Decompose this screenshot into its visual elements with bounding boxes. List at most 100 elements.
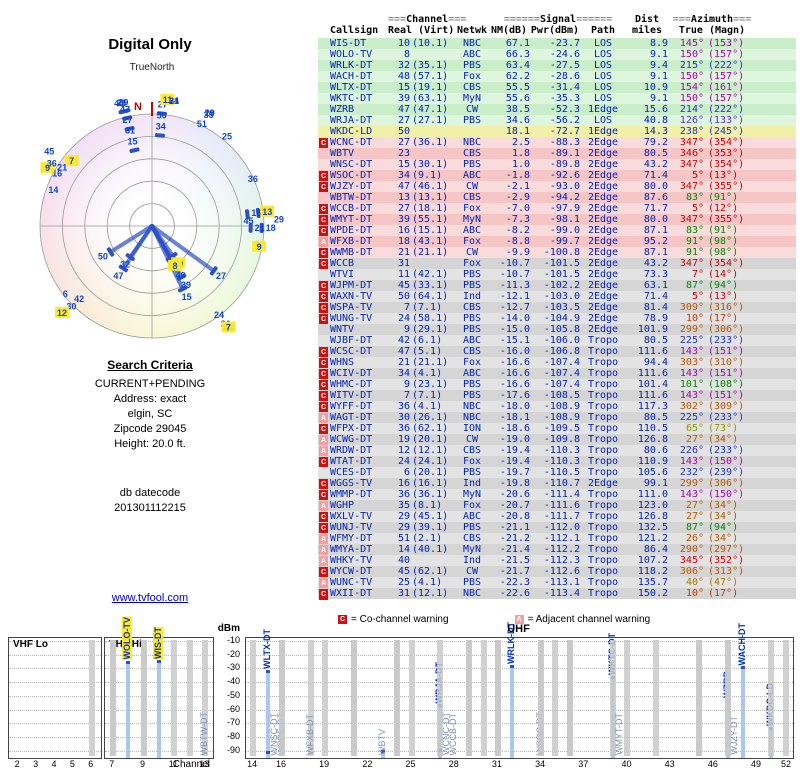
co-channel-warning-badge: C: [319, 292, 328, 303]
azimuth-true-cell: 91°: [685, 236, 704, 247]
radar-station-label: 18: [266, 223, 276, 233]
real-channel-cell: 48: [397, 71, 410, 82]
co-channel-warning-badge: C: [319, 424, 328, 435]
spectrum-gray-band: [552, 640, 559, 756]
table-row: C WCCB-DT 27 (18.1) Fox -7.0 -97.9 2Edge 71.7 5° (…: [318, 203, 796, 215]
radar-station-label: 7: [226, 322, 231, 332]
virtual-channel-cell: (23.1): [412, 379, 449, 390]
distance-cell: 111.6: [637, 390, 668, 401]
co-channel-warning-badge: C: [319, 314, 328, 325]
nm-db-cell: -21.1: [499, 522, 530, 533]
nm-db-cell: 63.4: [505, 60, 530, 71]
virtual-channel-cell: (62.1): [412, 423, 449, 434]
table-row: C WMMP-DT 36 (36.1) MyN -20.6 -111.4 Tropo 111.0…: [318, 489, 796, 501]
band-label: UHF: [507, 623, 530, 635]
callsign-cell: WXII-DT: [330, 588, 373, 599]
search-criteria-lines: CURRENT+PENDING Address: exact elgin, SC Zi…: [0, 377, 300, 452]
co-channel-warning-badge: C: [319, 391, 328, 402]
radar-station-marker: [156, 111, 167, 116]
adjacent-channel-warning-badge: A: [319, 545, 328, 556]
radar-station-label: 8: [173, 261, 178, 271]
virtual-channel-cell: (55.1): [412, 214, 449, 225]
nm-db-cell: -16.6: [499, 357, 530, 368]
radar-station-label: 50: [98, 252, 108, 262]
radar-station-label: 29: [205, 108, 215, 118]
x-axis-tick: 5: [69, 759, 75, 768]
azimuth-true-cell: 143°: [679, 368, 704, 379]
gridline: [246, 695, 793, 697]
azimuth-magn-cell: (13°): [708, 170, 739, 181]
tvfool-link[interactable]: www.tvfool.com: [111, 592, 189, 604]
table-row: C WAXN-TV 50 (64.1) Ind -12.1 -103.0 2Edge 71.4 5…: [318, 291, 796, 303]
network-cell: ABC: [462, 170, 482, 181]
azimuth-magn-cell: (222°): [708, 104, 745, 115]
azimuth-magn-cell: (94°): [708, 522, 739, 533]
nm-db-cell: -1.8: [505, 170, 530, 181]
azimuth-magn-cell: (352°): [708, 555, 745, 566]
spectrum-gray-band: [307, 640, 314, 756]
virtual-channel-cell: (43.1): [412, 236, 449, 247]
azimuth-true-cell: 83°: [685, 192, 704, 203]
co-channel-warning-badge: C: [319, 479, 328, 490]
radar-station-label: 21: [57, 163, 67, 173]
nm-db-cell: -8.8: [505, 236, 530, 247]
network-cell: Fox: [462, 258, 482, 269]
nm-db-cell: -19.7: [499, 467, 530, 478]
x-axis-tick: 37: [578, 759, 589, 768]
azimuth-true-cell: 299°: [679, 324, 704, 335]
network-cell: NBC: [462, 412, 482, 423]
azimuth-magn-cell: (245°): [708, 126, 745, 137]
path-cell: Tropo: [587, 368, 619, 379]
real-channel-cell: 12: [397, 445, 410, 456]
azimuth-magn-cell: (34°): [708, 500, 739, 511]
radar-spoke: [108, 224, 154, 254]
table-row: A WGHP 35 (8.1) Fox -20.7 -111.6 Tropo 123.0 27° (…: [318, 500, 796, 512]
azimuth-magn-cell: (150°): [708, 489, 745, 500]
table-row: C WCSC-DT 47 (5.1) CBS -16.0 -106.8 Tropo 111.6 1…: [318, 346, 796, 358]
azimuth-true-cell: 5°: [691, 291, 704, 302]
virtual-channel-cell: (39.1): [412, 522, 449, 533]
spectrum-gray-band: [480, 640, 487, 756]
real-channel-cell: 29: [397, 511, 410, 522]
azimuth-true-cell: 5°: [691, 170, 704, 181]
network-cell: PBS: [462, 280, 482, 291]
distance-cell: 78.9: [643, 313, 668, 324]
table-row: C WYFF-DT 36 (4.1) NBC -18.0 -108.9 Tropo 117.3 3…: [318, 401, 796, 413]
distance-cell: 126.8: [637, 434, 668, 445]
radar-station-marker: [122, 115, 133, 121]
callsign-cell: WBTV: [330, 148, 355, 159]
nm-db-cell: 34.6: [505, 115, 530, 126]
azimuth-magn-cell: (98°): [708, 247, 739, 258]
distance-cell: 14.3: [643, 126, 668, 137]
path-cell: Tropo: [587, 566, 619, 577]
path-cell: LOS: [593, 60, 613, 71]
co-channel-warning-badge: C: [319, 512, 328, 523]
azimuth-magn-cell: (354°): [708, 258, 745, 269]
network-cell: PBS: [462, 269, 482, 280]
gridline: [246, 682, 793, 684]
virtual-channel-cell: (12.1): [412, 445, 449, 456]
callsign-cell: WHNS: [330, 357, 355, 368]
nm-db-cell: 55.6: [505, 93, 530, 104]
power-dbm-cell: -109.8: [543, 434, 580, 445]
real-channel-cell: 8: [403, 49, 410, 60]
radar-station-label: 39: [118, 97, 128, 107]
azimuth-true-cell: 143°: [679, 390, 704, 401]
azimuth-true-cell: 214°: [679, 104, 704, 115]
real-channel-cell: 6: [403, 467, 410, 478]
db-datecode-label: db datecode: [119, 487, 181, 499]
distance-cell: 63.1: [643, 280, 668, 291]
azimuth-true-cell: 215°: [679, 60, 704, 71]
table-header: Pwr(dBm): [530, 25, 580, 36]
spectrum-gray-band: [538, 640, 545, 756]
azimuth-true-cell: 290°: [679, 544, 704, 555]
callsign-cell: WACH-DT: [330, 71, 373, 82]
spectrum-bar: [740, 666, 745, 758]
azimuth-true-cell: 150°: [679, 93, 704, 104]
table-row: C WXLV-TV 29 (45.1) ABC -20.8 -111.7 Tropo 126.8…: [318, 511, 796, 523]
power-dbm-cell: -113.1: [543, 577, 580, 588]
virtual-channel-cell: (24.1): [412, 456, 449, 467]
co-channel-warning-badge: C: [319, 171, 328, 182]
azimuth-true-cell: 27°: [685, 500, 704, 511]
network-cell: ABC: [462, 335, 482, 346]
